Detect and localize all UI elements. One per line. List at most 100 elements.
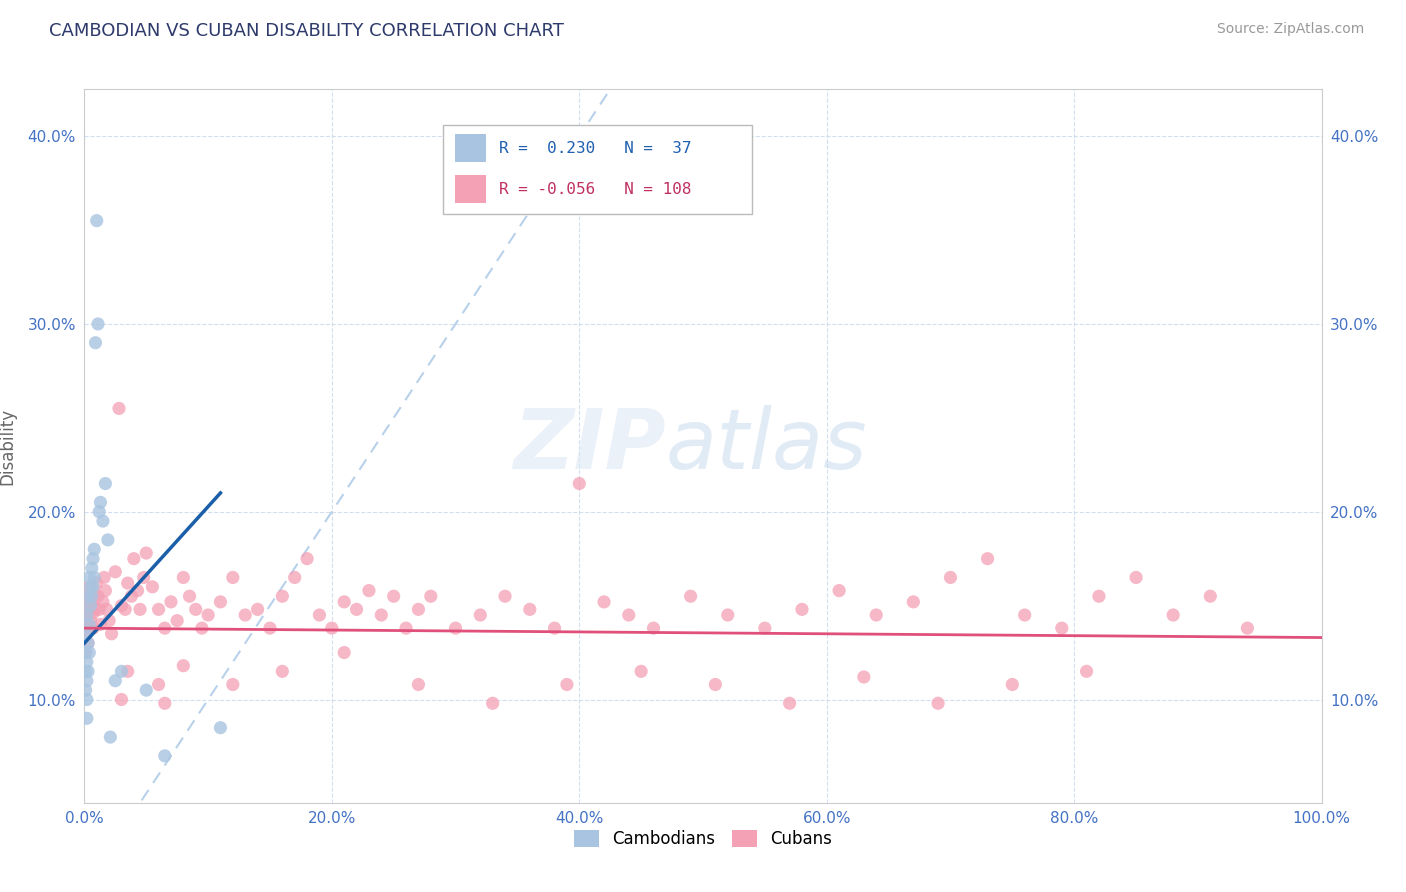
Point	[86, 213, 108, 227]
Point	[148, 677, 170, 691]
Point	[75, 646, 97, 660]
Point	[630, 665, 652, 679]
Point	[141, 580, 163, 594]
Point	[333, 595, 356, 609]
Point	[184, 602, 207, 616]
Bar	[456, 134, 486, 162]
Point	[370, 607, 392, 622]
Point	[246, 602, 269, 616]
Point	[321, 621, 343, 635]
Point	[79, 617, 101, 632]
Point	[94, 583, 117, 598]
Point	[82, 621, 104, 635]
Point	[77, 665, 100, 679]
Point	[82, 606, 104, 620]
Text: R = -0.056   N = 108: R = -0.056 N = 108	[499, 182, 692, 196]
Point	[97, 533, 120, 547]
Point	[160, 595, 183, 609]
Point	[617, 607, 640, 622]
Point	[643, 621, 665, 635]
Point	[1125, 570, 1147, 584]
Point	[852, 670, 875, 684]
Point	[408, 602, 430, 616]
Point	[91, 595, 114, 609]
Point	[395, 621, 418, 635]
Point	[117, 665, 139, 679]
Point	[222, 570, 245, 584]
Point	[271, 665, 294, 679]
Point	[110, 665, 132, 679]
Point	[104, 673, 127, 688]
Point	[89, 495, 111, 509]
Point	[1161, 607, 1184, 622]
Point	[927, 696, 949, 710]
Point	[593, 595, 616, 609]
Point	[148, 602, 170, 616]
Point	[75, 683, 97, 698]
Point	[233, 607, 256, 622]
Point	[76, 655, 98, 669]
Point	[89, 617, 111, 632]
Point	[1050, 621, 1073, 635]
Point	[779, 696, 801, 710]
Point	[94, 476, 117, 491]
Point	[75, 607, 97, 622]
Point	[172, 570, 194, 584]
Point	[191, 621, 214, 635]
Point	[209, 595, 232, 609]
Point	[222, 677, 245, 691]
Text: atlas: atlas	[666, 406, 868, 486]
Point	[295, 551, 318, 566]
Point	[82, 551, 104, 566]
Point	[127, 583, 149, 598]
Point	[96, 602, 118, 616]
Point	[77, 589, 100, 603]
Point	[494, 589, 516, 603]
Point	[86, 576, 108, 591]
Point	[1199, 589, 1222, 603]
Point	[110, 692, 132, 706]
Point	[80, 589, 103, 603]
Point	[790, 602, 813, 616]
Point	[209, 721, 232, 735]
Point	[153, 748, 176, 763]
Point	[357, 583, 380, 598]
Point	[1088, 589, 1111, 603]
Text: CAMBODIAN VS CUBAN DISABILITY CORRELATION CHART: CAMBODIAN VS CUBAN DISABILITY CORRELATIO…	[49, 22, 564, 40]
Text: R =  0.230   N =  37: R = 0.230 N = 37	[499, 141, 692, 155]
Point	[543, 621, 565, 635]
Point	[179, 589, 201, 603]
Point	[87, 589, 110, 603]
Point	[754, 621, 776, 635]
Y-axis label: Disability: Disability	[0, 408, 17, 484]
Point	[79, 621, 101, 635]
Point	[77, 589, 100, 603]
Point	[346, 602, 368, 616]
Point	[89, 602, 111, 616]
Point	[166, 614, 188, 628]
Point	[129, 602, 152, 616]
Bar	[456, 175, 486, 203]
Point	[679, 589, 702, 603]
Point	[382, 589, 405, 603]
Point	[308, 607, 330, 622]
Point	[284, 570, 307, 584]
Text: ZIP: ZIP	[513, 406, 666, 486]
Point	[976, 551, 998, 566]
Point	[120, 589, 142, 603]
Point	[89, 505, 111, 519]
Point	[259, 621, 281, 635]
Point	[197, 607, 219, 622]
Point	[704, 677, 727, 691]
Point	[104, 565, 127, 579]
Point	[132, 570, 155, 584]
Point	[80, 561, 103, 575]
Point	[91, 514, 114, 528]
Text: Source: ZipAtlas.com: Source: ZipAtlas.com	[1216, 22, 1364, 37]
Point	[470, 607, 492, 622]
Point	[76, 711, 98, 725]
Point	[903, 595, 925, 609]
Point	[333, 646, 356, 660]
Point	[828, 583, 851, 598]
Legend: Cambodians, Cubans: Cambodians, Cubans	[567, 823, 839, 855]
